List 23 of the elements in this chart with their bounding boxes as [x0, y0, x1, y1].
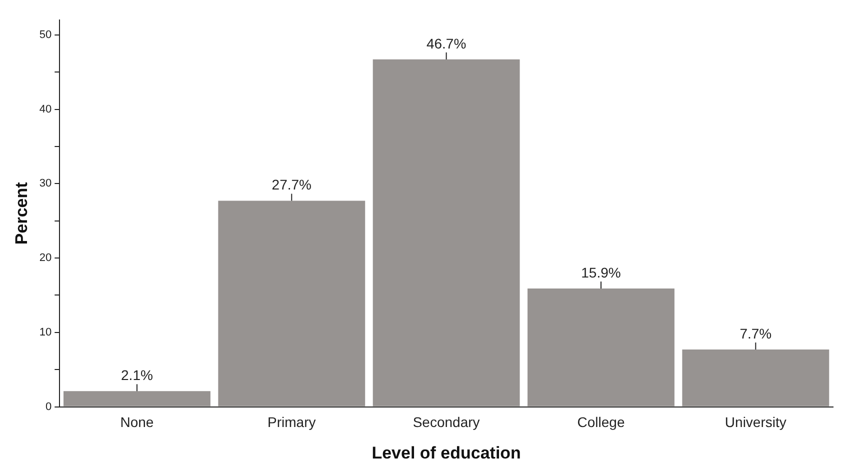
bar — [528, 288, 674, 406]
x-tick-label: Primary — [268, 414, 316, 430]
x-tick-label: None — [120, 414, 154, 430]
y-tick-label: 20 — [39, 252, 52, 264]
y-tick-label: 0 — [46, 400, 52, 413]
x-tick-label: University — [724, 414, 786, 430]
y-tick-label: 40 — [39, 103, 52, 116]
data-label: 15.9% — [581, 264, 621, 280]
x-tick-label: College — [577, 414, 625, 430]
x-tick-label: Secondary — [412, 414, 480, 430]
y-tick-label: 10 — [39, 326, 52, 338]
y-axis-title: Percent — [12, 182, 31, 245]
bar — [218, 200, 366, 406]
y-tick-label: 50 — [39, 28, 52, 41]
data-label: 7.7% — [740, 325, 772, 342]
y-tick-label: 30 — [39, 178, 52, 190]
bar — [372, 59, 520, 406]
x-axis-title: Level of education — [372, 443, 521, 462]
bar — [64, 391, 210, 406]
data-label: 27.7% — [272, 176, 312, 193]
data-label: 2.1% — [121, 367, 153, 384]
data-label: 46.7% — [426, 35, 466, 52]
bar — [682, 350, 830, 406]
